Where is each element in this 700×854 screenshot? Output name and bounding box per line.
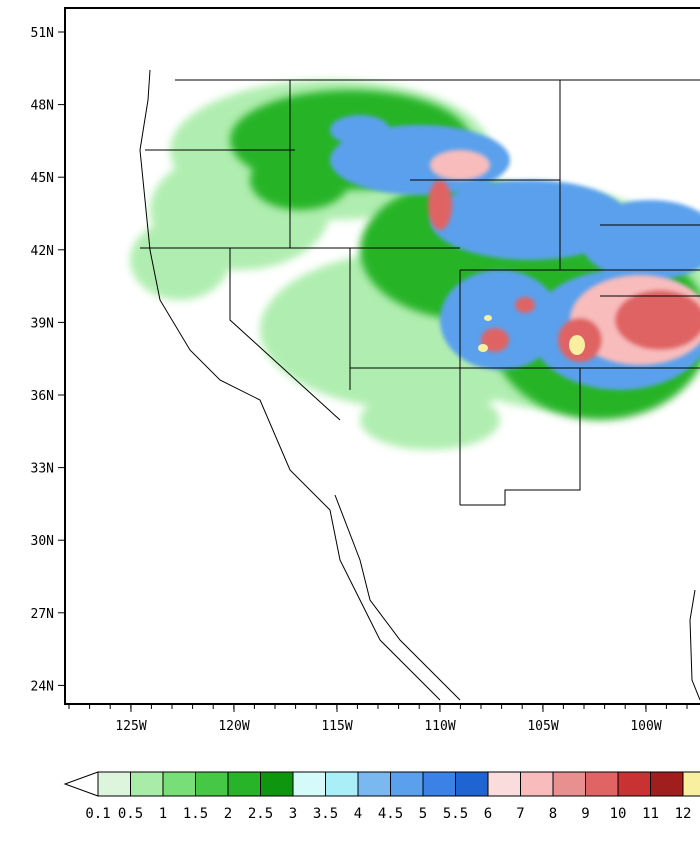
colorbar-swatch: [195, 771, 229, 797]
colorbar-swatch: [552, 771, 586, 797]
colorbar-swatch: [325, 771, 359, 797]
lon-tick-label: 125W: [115, 719, 146, 734]
state-lines: [140, 80, 700, 506]
colorbar-label: 4: [354, 806, 362, 822]
colorbar-swatch: [487, 771, 521, 797]
colorbar-label: 3.5: [313, 806, 338, 822]
colorbar-swatch: [585, 771, 619, 797]
longitude-axis: 125W 120W 115W 110W 105W 100W: [68, 704, 688, 734]
colorbar-label: 1.5: [183, 806, 208, 822]
colorbar-label: 8: [549, 806, 557, 822]
lat-tick-label: 39N: [31, 316, 54, 331]
colorbar-label: 12: [675, 806, 692, 822]
lat-tick-label: 27N: [31, 607, 54, 622]
colorbar-swatch: [97, 771, 131, 797]
lat-tick-label: 36N: [31, 389, 54, 404]
colorbar-swatch: [520, 771, 554, 797]
colorbar-label: 5.5: [443, 806, 468, 822]
lon-tick-label: 100W: [630, 719, 661, 734]
colorbar-label: 6: [484, 806, 492, 822]
colorbar-label: 10: [610, 806, 627, 822]
colorbar-swatch: [292, 771, 326, 797]
colorbar-swatch: [390, 771, 424, 797]
colorbar-swatch: [130, 771, 164, 797]
colorbar-swatch: [617, 771, 651, 797]
colorbar-label: 2: [224, 806, 232, 822]
colorbar-label: 0.5: [118, 806, 143, 822]
colorbar-lower-arrow: [63, 771, 99, 797]
colorbar-swatch: [682, 771, 700, 797]
lon-tick-label: 120W: [218, 719, 249, 734]
colorbar-swatch: [227, 771, 261, 797]
colorbar-label: 11: [642, 806, 659, 822]
colorbar-label: 2.5: [248, 806, 273, 822]
latitude-axis: 51N 48N 45N 42N 39N 36N 33N 30N 27N 24N: [31, 26, 65, 694]
colorbar-swatch: [455, 771, 489, 797]
colorbar-label: 3: [289, 806, 297, 822]
lat-tick-label: 48N: [31, 99, 54, 114]
colorbar-label: 5: [419, 806, 427, 822]
colorbar-label: 4.5: [378, 806, 403, 822]
lat-tick-label: 51N: [31, 26, 54, 41]
lat-tick-label: 24N: [31, 679, 54, 694]
political-boundaries: [139, 69, 700, 701]
colorbar-swatch: [162, 771, 196, 797]
lat-tick-label: 42N: [31, 244, 54, 259]
colorbar-swatch: [422, 771, 456, 797]
colorbar-label: 0.1: [85, 806, 110, 822]
baja-peninsula: [334, 494, 461, 701]
precipitation-field: [130, 80, 700, 450]
colorbar-label: 7: [516, 806, 524, 822]
lon-tick-label: 115W: [321, 719, 352, 734]
colorbar: 0.1 0.5 1 1.5 2 2.5 3 3.5 4 4.5 5 5.5 6 7 8 9 10 11 12: [63, 771, 700, 822]
plot-frame: [64, 7, 700, 705]
colorbar-swatch: [357, 771, 391, 797]
mexico-east-coast: [689, 589, 700, 701]
colorbar-label: 9: [581, 806, 589, 822]
pacific-coastline: [139, 69, 441, 701]
lon-tick-label: 110W: [424, 719, 455, 734]
lat-tick-label: 45N: [31, 171, 54, 186]
colorbar-swatch: [650, 771, 684, 797]
colorbar-label: 1: [159, 806, 167, 822]
lat-tick-label: 30N: [31, 534, 54, 549]
lat-tick-label: 33N: [31, 462, 54, 477]
lon-tick-label: 105W: [527, 719, 558, 734]
colorbar-swatch: [260, 771, 294, 797]
